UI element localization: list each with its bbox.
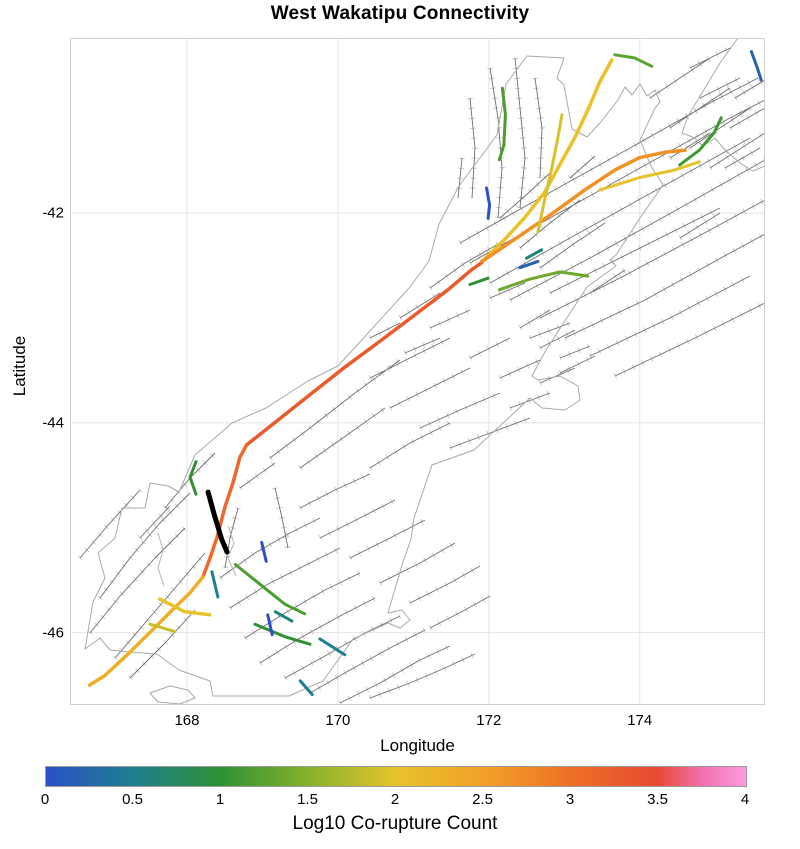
plot-area bbox=[70, 38, 765, 705]
trace-9 bbox=[148, 622, 177, 634]
trace-alpine-south bbox=[201, 443, 249, 579]
basemap-fault-network bbox=[80, 38, 765, 704]
trace-17 bbox=[613, 53, 654, 68]
plot-frame bbox=[70, 38, 765, 705]
colorbar-tick-label: 2.5 bbox=[472, 791, 493, 808]
trace-south-yellow bbox=[87, 575, 205, 687]
y-axis-label: Latitude bbox=[10, 335, 29, 397]
map-svg bbox=[70, 38, 765, 705]
corupture-traces bbox=[87, 50, 763, 696]
coastline-north-island bbox=[681, 38, 765, 172]
coastline-south-island bbox=[84, 55, 664, 697]
trace-7 bbox=[210, 570, 220, 599]
trace-14 bbox=[318, 637, 347, 657]
x-axis-label: Longitude bbox=[380, 736, 455, 755]
fault-trace-lines bbox=[79, 47, 765, 704]
trace-19 bbox=[598, 160, 701, 192]
trace-28 bbox=[468, 276, 490, 286]
chart-title: West Wakatipu Connectivity bbox=[270, 3, 530, 24]
colorbar-tick-label: 1 bbox=[215, 791, 225, 808]
lakes bbox=[157, 525, 237, 587]
trace-5 bbox=[188, 460, 198, 496]
x-tick-label: 170 bbox=[325, 712, 351, 729]
trace-ne-orange bbox=[480, 148, 687, 264]
colorbar-label: Log10 Co-rupture Count bbox=[292, 813, 498, 834]
y-tick-label: -42 bbox=[42, 204, 64, 222]
trace-6 bbox=[260, 540, 268, 563]
trace-12 bbox=[273, 610, 294, 623]
trace-20 bbox=[678, 116, 723, 167]
colorbar-tick-label: 3 bbox=[565, 791, 575, 808]
trace-ne-yellow bbox=[480, 58, 614, 264]
coastline-stewart-island bbox=[149, 685, 196, 705]
y-tick-label: -44 bbox=[42, 414, 64, 432]
y-tick-label: -46 bbox=[42, 624, 64, 642]
trace-alpine-main bbox=[244, 260, 484, 447]
x-tick-label: 174 bbox=[627, 712, 653, 729]
x-tick-label: 172 bbox=[476, 712, 502, 729]
x-tick-label: 168 bbox=[174, 712, 200, 729]
colorbar bbox=[45, 766, 747, 787]
trace-15 bbox=[298, 679, 314, 696]
trace-10 bbox=[233, 563, 307, 616]
colorbar-tick-label: 3.5 bbox=[647, 791, 668, 808]
colorbar-tick-label: 2 bbox=[390, 791, 400, 808]
trace-source-highlight bbox=[205, 489, 230, 555]
trace-27 bbox=[518, 259, 540, 270]
colorbar-tick-label: 1.5 bbox=[297, 791, 318, 808]
trace-26 bbox=[497, 270, 590, 292]
trace-21 bbox=[749, 50, 763, 82]
trace-11 bbox=[253, 622, 312, 646]
trace-8 bbox=[158, 597, 212, 617]
colorbar-tick-label: 4 bbox=[740, 791, 750, 808]
colorbar-tick-label: 0.5 bbox=[122, 791, 143, 808]
trace-22 bbox=[536, 113, 564, 234]
trace-24 bbox=[485, 186, 492, 220]
gridlines bbox=[70, 38, 765, 705]
fault-segment-boxes bbox=[80, 48, 765, 703]
trace-13 bbox=[266, 613, 274, 637]
trace-23 bbox=[497, 86, 507, 162]
colorbar-tick-label: 0 bbox=[40, 791, 50, 808]
trace-25 bbox=[525, 248, 544, 260]
